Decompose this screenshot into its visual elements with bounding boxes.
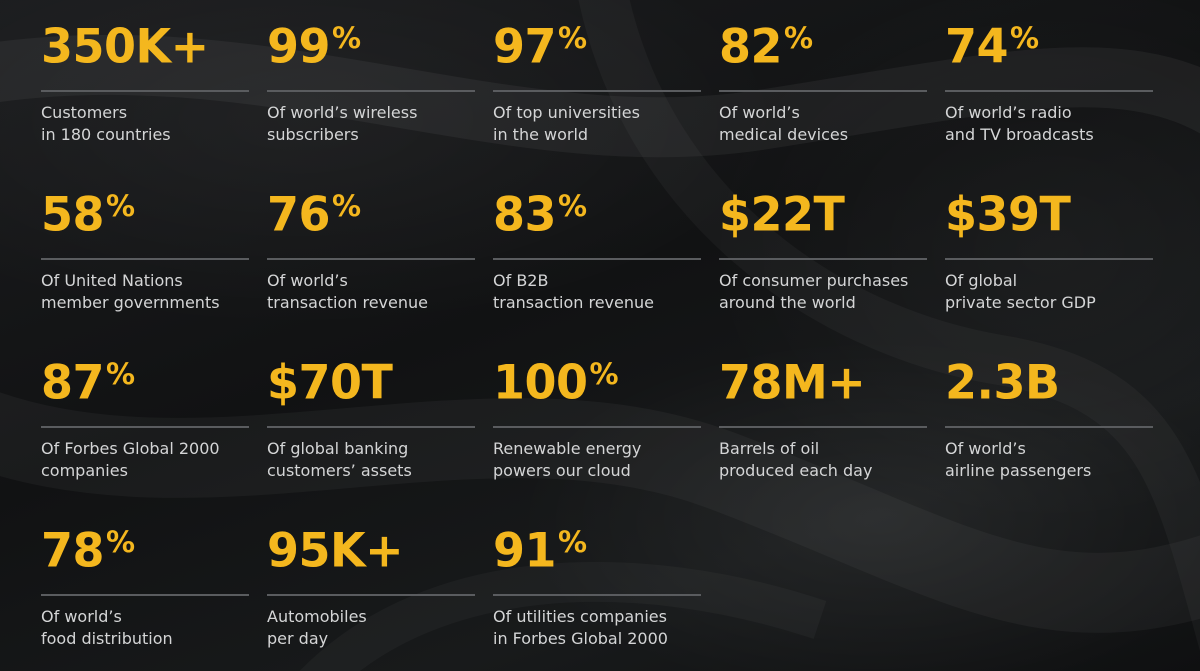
stat-description: Of world’s radio and TV broadcasts xyxy=(945,103,1094,144)
stat-description: Of B2B transaction revenue xyxy=(493,271,654,312)
stat-utilities: 91% Of utilities companies in Forbes Glob… xyxy=(493,516,701,650)
divider xyxy=(267,594,475,596)
stat-description: Automobiles per day xyxy=(267,607,367,648)
divider xyxy=(267,258,475,260)
stat-description: Of global banking customers’ assets xyxy=(267,439,412,480)
stat-oil: 78M+ Barrels of oil produced each day xyxy=(719,348,927,482)
stat-value: 97% xyxy=(493,18,587,74)
stat-food: 78% Of world’s food distribution xyxy=(41,516,249,650)
divider xyxy=(41,594,249,596)
stat-description: Of world’s food distribution xyxy=(41,607,173,648)
stat-value: 82% xyxy=(719,18,813,74)
stat-airline: 2.3B Of world’s airline passengers xyxy=(945,348,1153,482)
stat-value: 78% xyxy=(41,522,135,578)
stat-value: 95K+ xyxy=(267,522,404,578)
stat-value: 350K+ xyxy=(41,18,209,74)
divider xyxy=(493,594,701,596)
stat-value: 99% xyxy=(267,18,361,74)
stat-description: Of world’s medical devices xyxy=(719,103,849,144)
stat-forbes: 87% Of Forbes Global 2000 companies xyxy=(41,348,249,482)
divider xyxy=(493,258,701,260)
stat-description: Of world’s wireless subscribers xyxy=(267,103,418,144)
stat-value: 87% xyxy=(41,354,135,410)
stat-transaction: 76% Of world’s transaction revenue xyxy=(267,180,475,314)
stat-value: $39T xyxy=(945,186,1071,242)
stat-description: Of United Nations member governments xyxy=(41,271,220,312)
stat-b2b: 83% Of B2B transaction revenue xyxy=(493,180,701,314)
stat-value: $22T xyxy=(719,186,845,242)
stat-value: 78M+ xyxy=(719,354,866,410)
stat-value: 2.3B xyxy=(945,354,1060,410)
stat-description: Of world’s transaction revenue xyxy=(267,271,428,312)
stat-description: Of utilities companies in Forbes Global 2… xyxy=(493,607,668,648)
divider xyxy=(945,426,1153,428)
stat-value: 58% xyxy=(41,186,135,242)
stat-value: $70T xyxy=(267,354,393,410)
stat-description: Of top universities in the world xyxy=(493,103,640,144)
stat-description: Of global private sector GDP xyxy=(945,271,1096,312)
stat-description: Of world’s airline passengers xyxy=(945,439,1092,480)
stat-gdp: $39T Of global private sector GDP xyxy=(945,180,1153,314)
stat-broadcasts: 74% Of world’s radio and TV broadcasts xyxy=(945,12,1153,146)
stat-value: 74% xyxy=(945,18,1039,74)
stat-description: Renewable energy powers our cloud xyxy=(493,439,642,480)
stat-description: Barrels of oil produced each day xyxy=(719,439,873,480)
divider xyxy=(719,90,927,92)
divider xyxy=(493,90,701,92)
divider xyxy=(267,426,475,428)
stat-universities: 97% Of top universities in the world xyxy=(493,12,701,146)
stat-medical: 82% Of world’s medical devices xyxy=(719,12,927,146)
stat-description: Of consumer purchases around the world xyxy=(719,271,909,312)
divider xyxy=(945,90,1153,92)
stat-value: 76% xyxy=(267,186,361,242)
divider xyxy=(41,90,249,92)
divider xyxy=(493,426,701,428)
divider xyxy=(719,426,927,428)
stat-customers: 350K+ Customers in 180 countries xyxy=(41,12,249,146)
stat-automobiles: 95K+ Automobiles per day xyxy=(267,516,475,650)
divider xyxy=(267,90,475,92)
stat-renewable: 100% Renewable energy powers our cloud xyxy=(493,348,701,482)
stat-consumer: $22T Of consumer purchases around the wor… xyxy=(719,180,927,314)
stat-wireless: 99% Of world’s wireless subscribers xyxy=(267,12,475,146)
stat-value: 100% xyxy=(493,354,619,410)
divider xyxy=(945,258,1153,260)
stat-value: 91% xyxy=(493,522,587,578)
divider xyxy=(719,258,927,260)
divider xyxy=(41,426,249,428)
divider xyxy=(41,258,249,260)
stat-value: 83% xyxy=(493,186,587,242)
stat-banking: $70T Of global banking customers’ assets xyxy=(267,348,475,482)
stat-description: Customers in 180 countries xyxy=(41,103,171,144)
stat-description: Of Forbes Global 2000 companies xyxy=(41,439,220,480)
stat-un: 58% Of United Nations member governments xyxy=(41,180,249,314)
